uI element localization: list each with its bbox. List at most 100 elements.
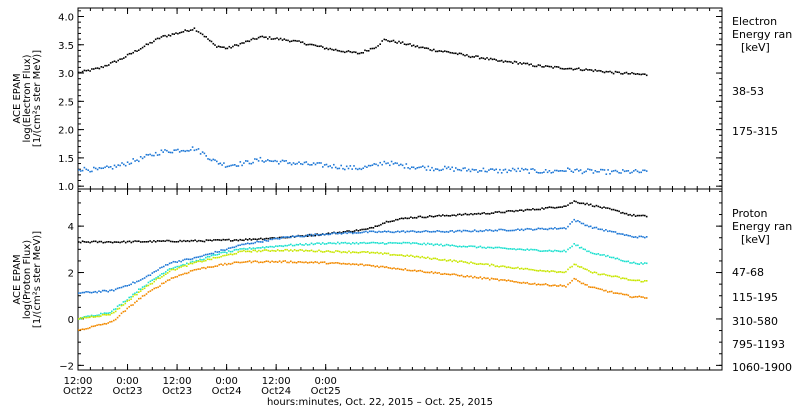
data-point (464, 212, 467, 215)
data-point (634, 295, 637, 298)
data-point (470, 275, 472, 278)
data-point (178, 265, 180, 268)
data-point (554, 284, 556, 286)
data-point (108, 241, 110, 243)
data-point (151, 272, 154, 274)
data-point (141, 288, 144, 291)
data-point (318, 45, 320, 48)
data-point (376, 231, 378, 234)
data-point (281, 39, 284, 41)
data-point (411, 166, 413, 168)
data-point (500, 59, 503, 62)
data-point (616, 257, 619, 260)
data-point (376, 242, 378, 244)
data-point (436, 215, 438, 217)
data-point (163, 282, 165, 284)
series-38-53 (78, 27, 648, 77)
data-point (180, 150, 183, 152)
data-point (186, 265, 188, 267)
data-point (528, 208, 530, 211)
data-point (246, 260, 249, 263)
data-point (201, 260, 203, 263)
data-point (526, 208, 529, 211)
data-point (254, 158, 256, 160)
data-point (295, 262, 298, 264)
data-point (425, 271, 427, 274)
data-point (172, 268, 175, 271)
data-point (368, 264, 371, 266)
data-point (226, 254, 228, 256)
data-point (438, 50, 441, 52)
data-point (385, 252, 388, 255)
data-point (578, 280, 581, 283)
data-point (612, 275, 615, 278)
data-point (409, 167, 411, 170)
data-point (480, 170, 483, 172)
data-point (184, 264, 186, 267)
data-point (612, 170, 615, 172)
legend-title: Proton (732, 207, 767, 220)
data-point (141, 278, 144, 280)
data-point (130, 304, 132, 307)
data-point (231, 250, 234, 253)
data-point (279, 160, 282, 163)
data-point (532, 283, 534, 285)
data-point (601, 168, 604, 171)
data-point (462, 261, 465, 263)
data-point (473, 56, 475, 58)
data-point (575, 244, 577, 247)
data-point (284, 236, 286, 238)
data-point (243, 42, 245, 44)
data-point (271, 245, 273, 248)
data-point (256, 247, 258, 249)
data-point (191, 269, 194, 272)
data-point (216, 251, 219, 253)
data-point (427, 271, 429, 274)
data-point (402, 230, 405, 232)
data-point (494, 229, 497, 232)
data-point (325, 163, 328, 166)
data-point (556, 66, 558, 68)
data-point (460, 214, 463, 216)
data-point (472, 276, 474, 279)
data-point (155, 287, 157, 289)
data-point (387, 162, 389, 164)
data-point (406, 217, 408, 220)
data-point (620, 277, 622, 280)
data-point (533, 208, 536, 211)
data-point (475, 230, 478, 233)
data-point (622, 211, 624, 214)
data-point (557, 206, 560, 209)
data-point (455, 245, 457, 247)
data-point (158, 153, 161, 156)
data-point (106, 64, 108, 67)
data-point (111, 241, 114, 244)
data-point (207, 38, 209, 40)
data-point (645, 215, 648, 218)
data-point (349, 165, 352, 167)
data-point (623, 277, 626, 280)
data-point (357, 232, 360, 234)
data-point (168, 279, 171, 281)
data-point (352, 263, 354, 265)
data-point (103, 289, 106, 292)
data-point (177, 240, 180, 243)
data-point (371, 164, 374, 166)
data-point (314, 233, 316, 235)
data-point (306, 244, 309, 246)
data-point (537, 283, 540, 285)
data-point (325, 47, 328, 49)
data-point (519, 62, 521, 64)
data-point (622, 260, 624, 262)
data-point (198, 239, 200, 242)
data-point (195, 148, 198, 151)
data-point (460, 274, 463, 277)
data-point (618, 210, 620, 213)
data-point (451, 260, 453, 263)
data-point (563, 284, 565, 287)
data-point (155, 270, 157, 272)
data-point (340, 251, 343, 254)
data-point (275, 260, 277, 263)
data-point (254, 247, 256, 250)
